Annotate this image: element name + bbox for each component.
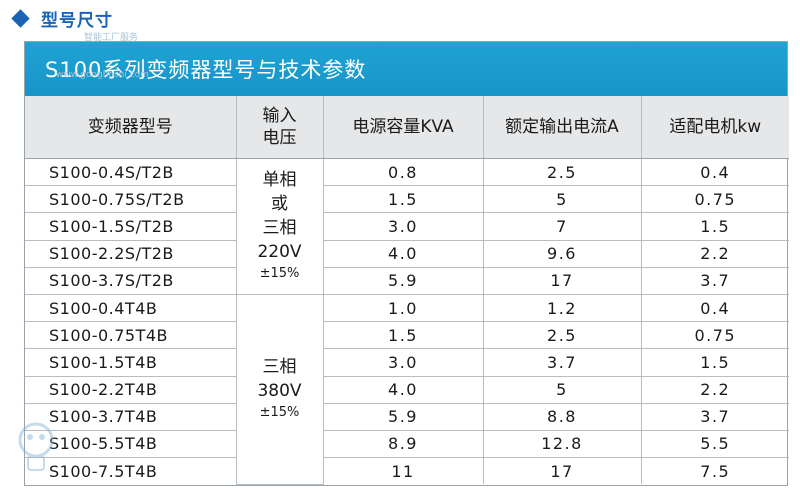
cell-capacity: 11	[323, 457, 484, 485]
header-voltage-line2: 电压	[262, 128, 297, 148]
cell-motor: 1.5	[641, 348, 789, 377]
cell-capacity: 8.9	[323, 430, 484, 459]
cell-capacity: 3.0	[323, 212, 484, 241]
header-voltage-line1: 输入	[262, 106, 297, 126]
cell-motor: 0.4	[641, 294, 789, 323]
header-model: 变频器型号	[25, 96, 237, 159]
banner: S100系列变频器型号与技术参数	[25, 42, 787, 96]
table-row: S100-0.75T4B 1.5 2.5 0.75	[25, 321, 789, 350]
cell-capacity: 0.8	[323, 158, 484, 187]
table-row: S100-2.2T4B 4.0 5 2.2	[25, 376, 789, 404]
voltage-line: 三相	[262, 357, 297, 378]
cell-capacity: 5.9	[323, 403, 484, 431]
header-current: 额定输出电流A	[483, 96, 642, 159]
cell-current: 1.2	[483, 294, 642, 323]
header-voltage: 输入 电压	[236, 96, 324, 159]
table-row: S100-0.75S/T2B 1.5 5 0.75	[25, 185, 789, 214]
table-row: S100-0.4S/T2B 单相或三相 220V ±15% 0.8 2.5 0.4	[25, 158, 789, 295]
header-motor: 适配电机kw	[641, 96, 789, 159]
cell-current: 8.8	[483, 403, 642, 431]
cell-input-voltage: 三相 380V ±15%	[236, 294, 324, 485]
cell-motor: 1.5	[641, 212, 789, 241]
cell-model: S100-0.75S/T2B	[25, 185, 237, 214]
cell-capacity: 1.0	[323, 294, 484, 323]
cell-capacity: 5.9	[323, 267, 484, 295]
table-row: S100-1.5S/T2B 3.0 7 1.5	[25, 212, 789, 241]
header-capacity: 电源容量KVA	[323, 96, 484, 159]
cell-model: S100-1.5S/T2B	[25, 212, 237, 241]
voltage-line: 三相	[262, 218, 297, 239]
voltage-tolerance: ±15%	[259, 405, 300, 421]
cell-motor: 2.2	[641, 240, 789, 268]
table-row: S100-1.5T4B 3.0 3.7 1.5	[25, 348, 789, 377]
section-title: 型号尺寸	[41, 10, 113, 31]
voltage-tolerance: ±15%	[259, 266, 300, 282]
cell-current: 12.8	[483, 430, 642, 459]
cell-model: S100-3.7T4B	[25, 403, 237, 431]
cell-motor: 5.5	[641, 430, 789, 459]
cell-current: 9.6	[483, 240, 642, 268]
cell-model: S100-0.4S/T2B	[25, 158, 237, 187]
watermark-text-cn: 智能工厂服务	[84, 33, 139, 43]
cell-current: 2.5	[483, 158, 642, 187]
spec-table: 变频器型号 输入 电压 电源容量KVA 额定输出电流A 适配电机kw S100-…	[25, 96, 789, 485]
cell-current: 17	[483, 267, 642, 295]
cell-motor: 2.2	[641, 376, 789, 404]
cell-capacity: 3.0	[323, 348, 484, 377]
cell-model: S100-3.7S/T2B	[25, 267, 237, 295]
table-row: S100-3.7T4B 5.9 8.8 3.7	[25, 403, 789, 431]
voltage-line: 或	[271, 194, 288, 215]
cell-model: S100-0.75T4B	[25, 321, 237, 350]
cell-model: S100-2.2T4B	[25, 376, 237, 404]
table-row: S100-0.4T4B 三相 380V ±15% 1.0 1.2 0.4	[25, 294, 789, 485]
voltage-line: 单相	[262, 170, 297, 191]
table-row: S100-5.5T4B 8.9 12.8 5.5	[25, 430, 789, 459]
cell-input-voltage: 单相或三相 220V ±15%	[236, 158, 324, 295]
cell-current: 5	[483, 376, 642, 404]
cell-motor: 3.7	[641, 403, 789, 431]
cell-current: 5	[483, 185, 642, 214]
banner-title: S100系列变频器型号与技术参数	[45, 58, 367, 82]
cell-model: S100-1.5T4B	[25, 348, 237, 377]
spec-panel: S100系列变频器型号与技术参数 变频器型号 输入 电压 电源容量KVA 额定输…	[24, 41, 789, 486]
cell-current: 7	[483, 212, 642, 241]
cell-motor: 0.75	[641, 185, 789, 214]
cell-current: 2.5	[483, 321, 642, 350]
table-row: S100-7.5T4B 11 17 7.5	[25, 457, 789, 485]
header-row: 变频器型号 输入 电压 电源容量KVA 额定输出电流A 适配电机kw	[25, 96, 789, 159]
cell-motor: 7.5	[700, 461, 731, 481]
voltage-line: 380V	[257, 381, 302, 402]
cell-motor: 0.75	[641, 321, 789, 350]
cell-capacity: 1.5	[323, 321, 484, 350]
watermark-text: www.gongboshi.com	[56, 70, 149, 80]
cell-model: S100-5.5T4B	[25, 430, 237, 459]
cell-motor: 0.4	[641, 158, 789, 187]
cell-model: S100-7.5T4B	[25, 457, 237, 485]
table-row: S100-3.7S/T2B 5.9 17 3.7	[25, 267, 789, 295]
cell-current: 3.7	[483, 348, 642, 377]
table-row: S100-2.2S/T2B 4.0 9.6 2.2	[25, 240, 789, 268]
cell-motor: 3.7	[641, 267, 789, 295]
voltage-line: 220V	[257, 242, 302, 263]
diamond-bullet-icon	[11, 8, 30, 28]
cell-capacity: 4.0	[323, 376, 484, 404]
cell-model: S100-2.2S/T2B	[25, 240, 237, 268]
cell-capacity: 1.5	[323, 185, 484, 214]
cell-model: S100-0.4T4B	[25, 294, 237, 323]
section-header: 型号尺寸	[8, 4, 113, 32]
cell-current: 17	[483, 457, 642, 485]
cell-capacity: 4.0	[323, 240, 484, 268]
table-body: S100-0.4S/T2B 单相或三相 220V ±15% 0.8 2.5 0.4 S100-…	[25, 158, 789, 485]
